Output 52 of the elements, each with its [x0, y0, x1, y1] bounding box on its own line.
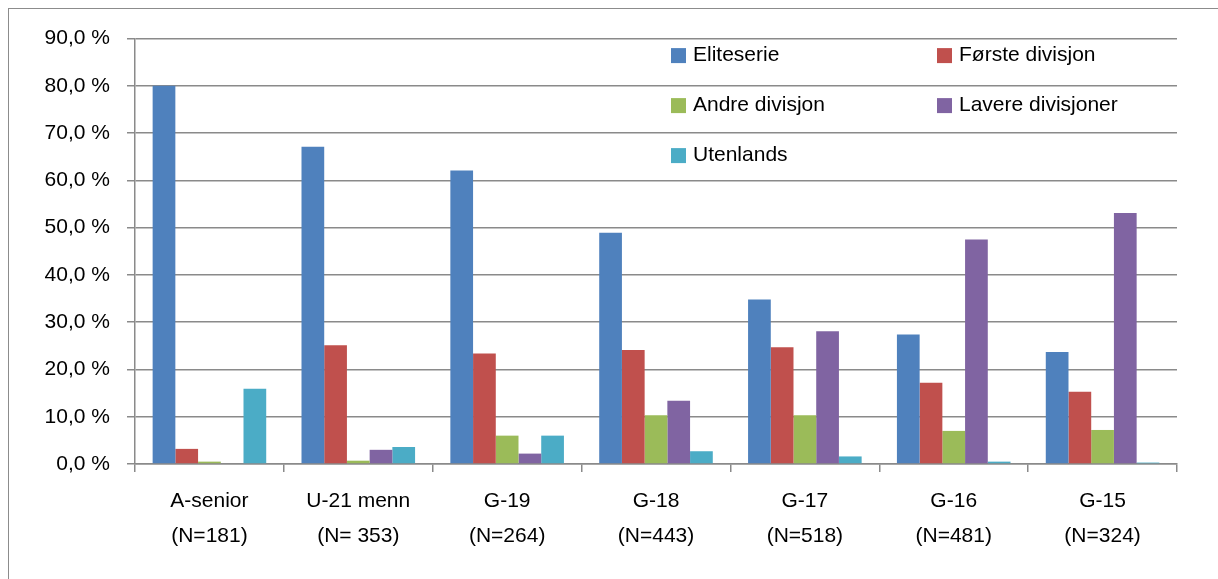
bar	[392, 446, 416, 464]
bar	[690, 451, 713, 464]
bar	[369, 449, 393, 464]
y-tick-label: 90,0 %	[44, 25, 110, 49]
bar	[1091, 429, 1114, 464]
bar	[896, 334, 920, 464]
bar	[770, 347, 794, 464]
bar	[838, 456, 862, 464]
bar	[621, 350, 645, 464]
bar	[919, 382, 943, 464]
x-tick-label: G-19 (N=264)	[468, 488, 546, 546]
bar	[1113, 213, 1137, 464]
bar	[243, 388, 267, 464]
legend-label: Lavere divisjoner	[959, 92, 1118, 116]
bar	[667, 400, 691, 464]
bar	[599, 232, 622, 464]
bar	[1045, 351, 1069, 464]
bar	[301, 146, 325, 464]
x-tick-label: G-18 (N=443)	[617, 488, 695, 546]
bar	[1068, 391, 1092, 464]
bar	[644, 415, 668, 464]
legend-label: Eliteserie	[693, 42, 780, 66]
legend-label: Første divisjon	[959, 42, 1096, 66]
x-tick-label: U-21 menn (N= 353)	[306, 488, 411, 546]
y-tick-label: 60,0 %	[44, 167, 110, 191]
y-tick-label: 0,0 %	[56, 450, 110, 474]
y-tick-label: 10,0 %	[44, 403, 110, 427]
bar	[473, 353, 496, 464]
bar	[541, 435, 564, 464]
bar	[450, 170, 474, 464]
x-tick-label: G-17 (N=518)	[766, 488, 844, 546]
bar	[942, 430, 966, 464]
bar	[965, 239, 988, 464]
y-tick-label: 70,0 %	[44, 119, 110, 143]
legend-label: Utenlands	[693, 142, 788, 166]
bar	[324, 345, 347, 464]
x-tick-label: G-15 (N=324)	[1064, 488, 1141, 546]
y-tick-label: 40,0 %	[44, 261, 110, 285]
bar	[495, 435, 519, 464]
y-tick-label: 80,0 %	[44, 72, 110, 96]
y-tick-label: 50,0 %	[44, 214, 110, 238]
bar	[152, 85, 176, 464]
bar	[748, 299, 771, 464]
bar	[816, 331, 839, 464]
bar	[518, 453, 542, 464]
y-tick-label: 20,0 %	[44, 356, 110, 380]
bar	[175, 448, 199, 464]
x-tick-label: G-16 (N=481)	[915, 488, 992, 546]
y-tick-label: 30,0 %	[44, 309, 110, 332]
x-tick-label: A-senior (N=181)	[170, 488, 249, 546]
bar	[793, 415, 817, 464]
legend-label: Andre divisjon	[693, 92, 825, 116]
